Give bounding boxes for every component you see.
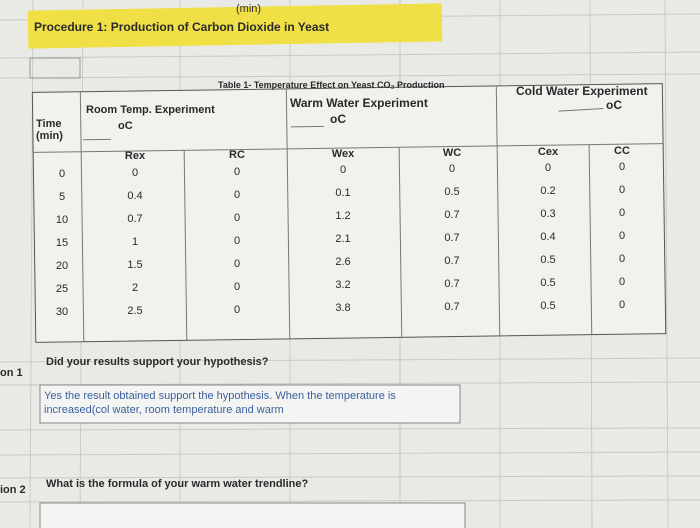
column-header: RC: [229, 149, 245, 161]
value-cell: 1: [131, 235, 139, 248]
value-cell: 0.5: [540, 277, 556, 289]
column-header: Wex: [331, 148, 355, 160]
value-cell: 0: [233, 257, 241, 270]
question-label: on 1: [0, 367, 23, 379]
table-title: Table 1- Temperature Effect on Yeast CO₂…: [218, 80, 445, 90]
top-label: (min): [236, 3, 262, 15]
value-cell: 0.5: [540, 300, 556, 312]
value-cell: 0: [618, 183, 626, 196]
value-cell: 2.1: [335, 233, 351, 246]
value-cell: 0: [618, 298, 626, 311]
time-cell: 25: [55, 283, 69, 295]
value-cell: 0.1: [335, 187, 351, 200]
time-cell: 20: [55, 260, 69, 272]
time-cell: 5: [58, 191, 66, 203]
time-cell: 10: [55, 214, 69, 226]
value-cell: 0: [233, 280, 241, 293]
unit: oC: [330, 112, 346, 126]
header: Warm Water Experiment: [290, 96, 428, 110]
column-header: CC: [614, 145, 630, 157]
value-cell: 0.7: [444, 255, 460, 268]
value-cell: 0: [233, 211, 241, 224]
column-header: Cex: [537, 146, 559, 158]
value-cell: 0: [339, 164, 347, 177]
time-cell: 0: [58, 168, 66, 180]
value-cell: 0: [233, 303, 241, 316]
value-cell: 2.6: [335, 256, 351, 269]
value-cell: 0: [233, 188, 241, 201]
value-cell: 0: [448, 163, 456, 176]
value-cell: 0: [618, 275, 626, 288]
unit: oC: [118, 120, 133, 132]
value-cell: 1.2: [335, 210, 351, 223]
header: Cold Water Experiment: [516, 84, 648, 98]
header: Time (min): [36, 118, 63, 142]
column-header: Rex: [124, 150, 146, 162]
value-cell: 2: [131, 281, 139, 294]
value-cell: 0: [544, 162, 552, 174]
value-cell: 0: [618, 252, 626, 265]
value-cell: 0: [131, 166, 139, 179]
question-label: ion 2: [0, 484, 26, 496]
value-cell: 2.5: [127, 304, 143, 317]
answer: Yes the result obtained support the hypo…: [44, 390, 396, 416]
question: What is the formula of your warm water t…: [46, 478, 309, 490]
procedure-title: Procedure 1: Production of Carbon Dioxid…: [34, 20, 330, 34]
time-cell: 30: [55, 306, 69, 318]
unit: oC: [606, 98, 622, 112]
value-cell: 0.2: [540, 185, 556, 197]
time-cell: 15: [55, 237, 69, 249]
header: Room Temp. Experiment: [86, 104, 215, 116]
column-header: WC: [442, 147, 462, 159]
value-cell: 0: [618, 229, 626, 242]
value-cell: 0.7: [444, 278, 460, 291]
question: Did your results support your hypothesis…: [46, 356, 269, 368]
value-cell: 0.4: [127, 189, 143, 202]
value-cell: 0.7: [444, 209, 460, 222]
value-cell: 0.3: [540, 208, 556, 220]
value-cell: 0: [233, 165, 241, 178]
value-cell: 0.7: [444, 232, 460, 245]
value-cell: 3.8: [335, 302, 351, 315]
value-cell: 0: [233, 234, 241, 247]
value-cell: 0.5: [444, 186, 460, 199]
value-cell: 0.7: [127, 212, 143, 225]
value-cell: 0: [618, 160, 626, 173]
value-cell: 3.2: [335, 279, 351, 292]
value-cell: 0.7: [444, 301, 460, 314]
value-cell: 0.5: [540, 254, 556, 266]
value-cell: 1.5: [127, 258, 143, 271]
value-cell: 0.4: [540, 231, 556, 243]
value-cell: 0: [618, 206, 626, 219]
